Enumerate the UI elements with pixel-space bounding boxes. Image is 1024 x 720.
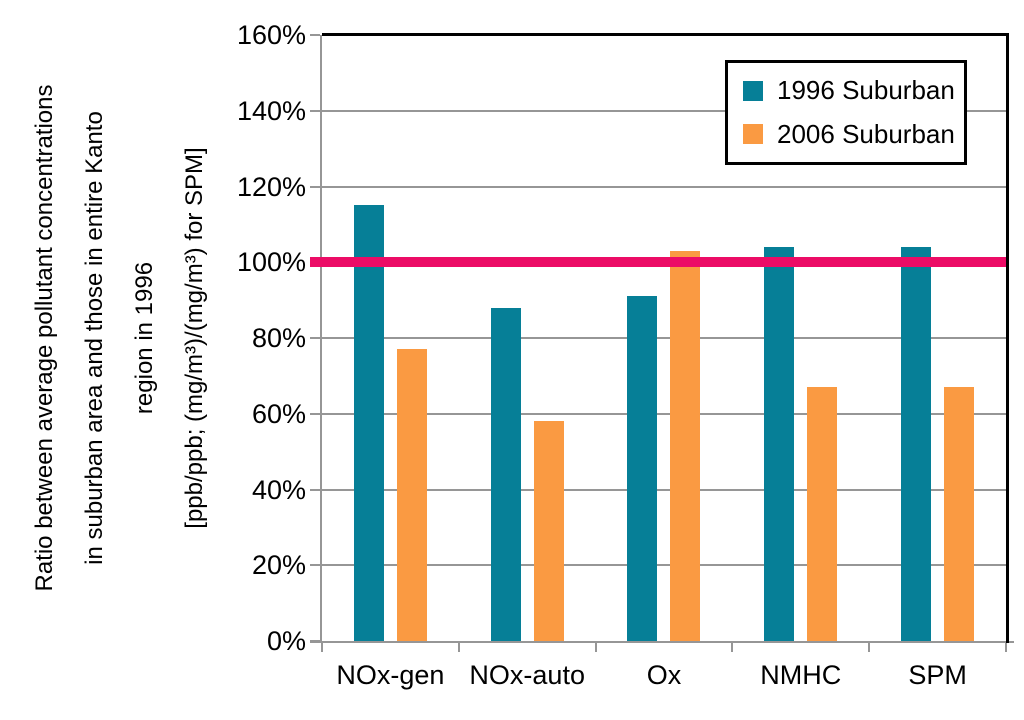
bar-1996-suburban-nox-gen xyxy=(353,205,384,641)
gridline xyxy=(322,109,1006,112)
x-category-label: NMHC xyxy=(760,660,842,690)
y-tick-label: 80% xyxy=(251,323,306,353)
bar-2006-suburban-ox xyxy=(670,250,701,641)
plot-area xyxy=(310,35,1007,652)
bar-groups xyxy=(322,35,1006,641)
bar-group-ox xyxy=(596,35,733,641)
gridline xyxy=(322,488,1006,491)
y-tick-label: 120% xyxy=(236,171,306,202)
y-tick-mark xyxy=(310,185,320,188)
legend-label-1996: 1996 Suburban xyxy=(777,75,955,106)
x-tick-mark xyxy=(321,643,323,652)
y-tick-label: 0% xyxy=(266,626,306,656)
x-tick-mark xyxy=(868,643,871,652)
legend-item-1996-suburban: 1996 Suburban xyxy=(743,75,964,106)
bar-1996-suburban-nox-auto xyxy=(490,307,521,641)
bar-group-nox-auto xyxy=(459,35,596,641)
y-axis-line xyxy=(320,35,322,641)
legend-swatch-1996-icon xyxy=(743,80,763,101)
y-tick-mark xyxy=(310,564,320,567)
bar-group-spm xyxy=(869,35,1006,641)
gridline xyxy=(322,412,1006,415)
y-tick-label: 20% xyxy=(251,550,306,581)
gridline xyxy=(322,185,1006,188)
x-tick-mark xyxy=(457,643,460,652)
y-tick-label: 140% xyxy=(236,95,306,126)
bar-2006-suburban-nmhc xyxy=(807,387,838,641)
reference-line-100pct xyxy=(310,257,1006,268)
legend: 1996 Suburban 2006 Suburban xyxy=(725,60,967,165)
bar-1996-suburban-spm xyxy=(901,247,932,641)
bar-1996-suburban-ox xyxy=(627,296,658,641)
y-tick-mark xyxy=(310,488,320,491)
gridline xyxy=(322,564,1006,567)
y-tick-label: 60% xyxy=(251,398,306,429)
y-tick-label: 160% xyxy=(236,20,306,50)
x-category-label: SPM xyxy=(908,660,967,690)
legend-swatch-2006-icon xyxy=(743,124,763,145)
y-tick-label: 40% xyxy=(251,474,306,505)
y-tick-mark xyxy=(310,412,320,415)
bar-group-nox-gen xyxy=(322,35,459,641)
bar-2006-suburban-spm xyxy=(944,387,975,641)
x-category-label: NOx-gen xyxy=(336,660,445,690)
y-tick-label: 100% xyxy=(236,247,306,278)
x-axis-category-labels: NOx-gen NOx-auto Ox NMHC SPM xyxy=(322,660,1006,691)
gridline xyxy=(322,337,1006,339)
legend-item-2006-suburban: 2006 Suburban xyxy=(743,119,964,150)
bar-2006-suburban-nox-auto xyxy=(533,421,564,641)
y-axis-tick-labels: 0% 20% 40% 60% 80% 100% 120% 140% 160% xyxy=(0,0,320,720)
x-tick-mark xyxy=(731,643,734,652)
y-tick-mark xyxy=(310,109,320,112)
x-category-label: NOx-auto xyxy=(469,660,585,690)
x-tick-mark xyxy=(594,643,597,652)
bar-2006-suburban-nox-gen xyxy=(396,349,427,641)
x-tick-mark xyxy=(1005,643,1007,652)
x-axis-line xyxy=(310,641,1014,643)
legend-label-2006: 2006 Suburban xyxy=(777,118,955,149)
plot-frame-right xyxy=(1006,33,1009,643)
bar-group-nmhc xyxy=(732,35,869,641)
plot-frame-top xyxy=(322,33,1009,36)
y-tick-mark xyxy=(310,34,320,36)
y-tick-mark xyxy=(310,337,320,339)
x-category-label: Ox xyxy=(646,660,682,690)
bar-1996-suburban-nmhc xyxy=(764,247,795,641)
